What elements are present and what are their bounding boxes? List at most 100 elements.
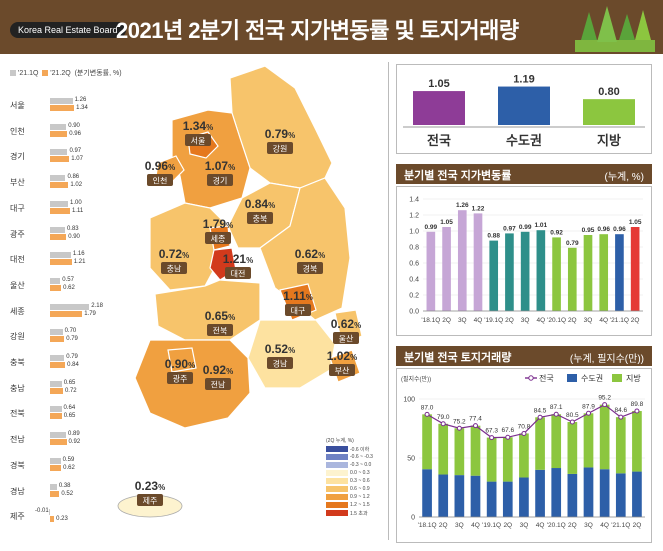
legend-label: 지방 bbox=[626, 373, 641, 383]
volume-chart-title: 분기별 전국 토지거래량 bbox=[404, 352, 512, 364]
provincial-bar bbox=[438, 423, 449, 475]
price-data-label: 0.99 bbox=[519, 224, 532, 231]
x-tick-label: '20.1Q bbox=[547, 317, 566, 324]
map-name-tag bbox=[225, 267, 251, 279]
volume-chart-panel: (필지수(만)) 전국 수도권 지방 0 50 100'18.1Q 2Q 3Q 4Q '19.1Q 2… bbox=[396, 368, 652, 543]
region-value-q2: 0.84 bbox=[67, 362, 79, 368]
provincial-bar bbox=[535, 417, 545, 470]
region-bar-q2 bbox=[50, 362, 66, 368]
price-data-label: 0.96 bbox=[613, 226, 626, 233]
price-data-label: 1.05 bbox=[629, 219, 642, 226]
region-bar-row: 대전 1.16 1.21 bbox=[0, 250, 100, 272]
map-value-label: 1.34% bbox=[183, 119, 213, 133]
x-tick-label: 3Q bbox=[584, 522, 593, 529]
x-tick-label: 2Q bbox=[568, 317, 577, 324]
trees-icon bbox=[575, 6, 655, 52]
map-percent-sign: % bbox=[246, 256, 253, 265]
region-name: 울산 bbox=[10, 280, 25, 290]
region-value-q1: 0.57 bbox=[62, 276, 74, 283]
map-legend-label: -0.6 이하 bbox=[350, 447, 370, 453]
region-value-q1: 0.70 bbox=[64, 328, 77, 335]
region-value-q2: 0.72 bbox=[64, 387, 77, 394]
volume-chart-unit: (누계, 필지수(만)) bbox=[569, 354, 644, 365]
price-bar bbox=[630, 227, 640, 311]
map-legend-item: 1.2 ~ 1.5 bbox=[326, 502, 384, 509]
region-bar-q1 bbox=[50, 355, 65, 361]
region-value-q1: 1.26 bbox=[74, 97, 87, 103]
region-name: 부산 bbox=[10, 178, 25, 188]
x-tick-label: 3Q bbox=[455, 522, 464, 529]
map-percent-sign: % bbox=[288, 131, 295, 140]
region-bar-q2 bbox=[50, 182, 69, 189]
map-legend-label: -0.6 ~ -0.3 bbox=[350, 454, 373, 460]
price-data-label: 1.05 bbox=[440, 219, 453, 226]
region-gwangju-shape bbox=[167, 347, 197, 373]
capital-area-bar bbox=[599, 469, 610, 517]
region-bar-q1 bbox=[50, 406, 62, 413]
map-value-label: 0.92% bbox=[203, 363, 233, 377]
x-tick-label: '19.1Q bbox=[482, 522, 501, 529]
price-data-label: 0.79 bbox=[566, 240, 579, 247]
price-bar bbox=[457, 210, 467, 311]
region-bar-q1 bbox=[50, 303, 90, 310]
region-bar-row: 대구 1.00 1.11 bbox=[0, 199, 100, 221]
region-bar-row: 세종 2.18 1.79 bbox=[0, 302, 103, 324]
region-bar-q2 bbox=[50, 336, 65, 343]
map-legend-item: 0.6 ~ 0.9 bbox=[326, 486, 384, 493]
price-bar bbox=[442, 227, 451, 311]
region-bar-row: 경기 0.97 1.07 bbox=[0, 147, 100, 169]
region-value-q2: 0.92 bbox=[68, 439, 81, 446]
total-point bbox=[440, 421, 446, 427]
map-percent-sign: % bbox=[158, 483, 165, 492]
region-jeonnam-shape bbox=[134, 339, 251, 429]
total-data-label: 79.0 bbox=[437, 414, 450, 421]
map-value-label: 1.02% bbox=[327, 349, 357, 363]
x-tick-label: 3Q bbox=[584, 317, 593, 324]
capital-area-bar bbox=[567, 473, 578, 517]
map-region-name: 대구 bbox=[291, 307, 306, 316]
price-data-label: 0.92 bbox=[550, 229, 563, 236]
map-percent-sign: % bbox=[306, 293, 313, 302]
region-bar-row: 광주 0.83 0.90 bbox=[0, 225, 100, 247]
map-legend-label: 0.9 ~ 1.2 bbox=[350, 494, 370, 500]
map-name-tag bbox=[161, 262, 187, 274]
price-data-label: 0.99 bbox=[425, 224, 438, 231]
region-bar-row: 경남 0.38 0.52 bbox=[0, 482, 100, 504]
total-point bbox=[505, 434, 511, 440]
total-data-label: 75.2 bbox=[453, 418, 466, 425]
map-region-name: 충남 bbox=[167, 265, 182, 274]
total-line bbox=[426, 403, 638, 439]
region-bar-q2 bbox=[50, 105, 75, 111]
price-chart-unit: (누계, %) bbox=[604, 172, 644, 183]
volume-chart-title-bar: 분기별 전국 토지거래량 (누계, 필지수(만)) bbox=[396, 346, 652, 366]
map-percent-sign: % bbox=[268, 201, 275, 210]
region-bar-q2 bbox=[50, 516, 55, 523]
map-value-label: 0.79% bbox=[265, 127, 295, 141]
x-tick-label: 3Q bbox=[520, 522, 529, 529]
price-bar bbox=[583, 235, 593, 311]
map-legend-label: -0.3 ~ 0.0 bbox=[350, 462, 372, 468]
x-tick-label: 2Q bbox=[633, 522, 642, 529]
map-region-name: 전북 bbox=[213, 326, 228, 336]
region-value-q1: 0.97 bbox=[69, 148, 82, 155]
map-name-tag bbox=[207, 174, 233, 186]
map-percent-sign: % bbox=[188, 361, 195, 370]
provincial-bar bbox=[551, 414, 562, 469]
capital-area-bar bbox=[422, 469, 432, 517]
y-tick-label: 0.8 bbox=[409, 245, 419, 252]
map-region-name: 서울 bbox=[191, 137, 206, 146]
y-tick-label: 100 bbox=[403, 397, 415, 404]
region-bar-q2 bbox=[50, 130, 68, 137]
map-value-label: 1.21% bbox=[223, 252, 253, 266]
region-bar-q2 bbox=[50, 156, 70, 163]
summary-bar bbox=[413, 91, 465, 125]
y-tick-label: 1.2 bbox=[409, 213, 419, 220]
map-legend-label: 0.6 ~ 0.9 bbox=[350, 486, 370, 492]
region-bar-row: 인천 0.90 0.96 bbox=[0, 122, 100, 144]
total-point bbox=[602, 402, 608, 408]
map-region-name: 경북 bbox=[303, 264, 318, 274]
summary-bar bbox=[583, 99, 635, 125]
capital-area-bar bbox=[615, 473, 626, 517]
map-name-tag bbox=[267, 142, 293, 154]
region-bar-row: 전남 0.89 0.92 bbox=[0, 430, 100, 452]
